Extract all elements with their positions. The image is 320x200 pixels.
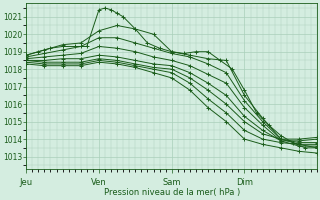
X-axis label: Pression niveau de la mer( hPa ): Pression niveau de la mer( hPa ): [104, 188, 240, 197]
